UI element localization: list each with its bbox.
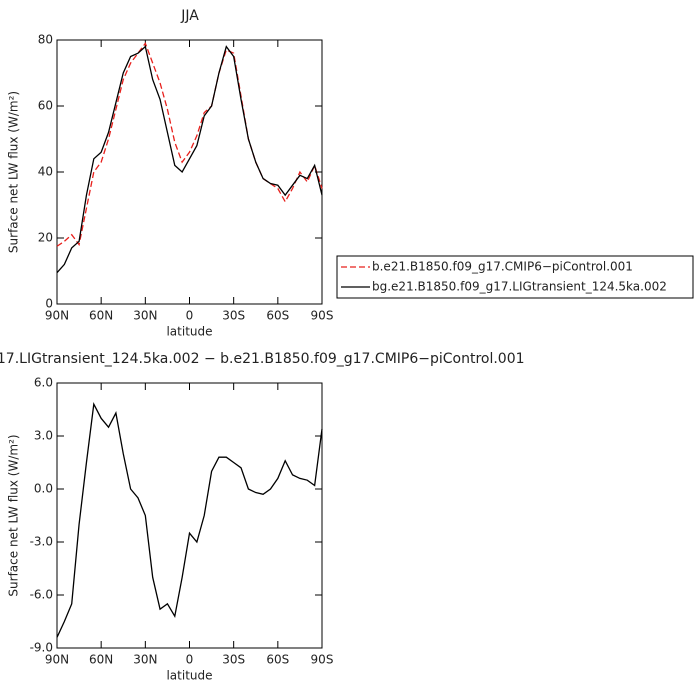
x-tick-label: 90N [45,653,69,667]
y-tick-label: 6.0 [34,376,53,390]
x-axis-label: latitude [166,669,212,683]
y-tick-label: -9.0 [30,641,53,655]
data-line [56,402,323,638]
y-tick-label: 60 [38,99,53,113]
y-tick-label: 0 [45,297,53,311]
x-tick-label: 0 [186,653,194,667]
y-tick-label: 80 [38,33,53,47]
x-tick-label: 60N [89,653,113,667]
x-axis-label: latitude [166,325,212,339]
x-tick-label: 90N [45,309,69,323]
x-tick-label: 30S [222,309,245,323]
x-tick-label: 60S [266,653,289,667]
y-tick-label: 0.0 [34,482,53,496]
y-tick-label: 40 [38,165,53,179]
y-axis-label: Surface net LW flux (W/m²) [7,434,21,596]
x-tick-label: 90S [311,309,334,323]
data-line [56,45,323,274]
y-axis-label: Surface net LW flux (W/m²) [7,91,21,253]
plot-frame [56,39,323,305]
legend-label: b.e21.B1850.f09_g17.CMIP6−piControl.001 [372,260,633,274]
legend-box [336,255,694,299]
x-tick-label: 30N [133,309,157,323]
x-tick-label: 0 [186,309,194,323]
legend-label: bg.e21.B1850.f09_g17.LIGtransient_124.5k… [372,280,667,294]
y-tick-label: -3.0 [30,535,53,549]
x-tick-label: 90S [311,653,334,667]
y-tick-label: -6.0 [30,588,53,602]
x-tick-label: 30N [133,653,157,667]
plot-frame [56,382,323,649]
x-tick-label: 60S [266,309,289,323]
chart-title: bg.e21.B1850.f09_g17.LIGtransient_124.5k… [0,351,525,367]
y-tick-label: 3.0 [34,429,53,443]
data-line [56,41,323,247]
x-tick-label: 30S [222,653,245,667]
y-tick-label: 20 [38,231,53,245]
x-tick-label: 60N [89,309,113,323]
chart-title: JJA [180,8,199,24]
